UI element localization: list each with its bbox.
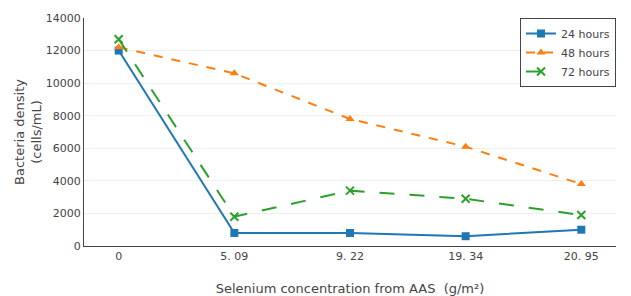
svg-text:14000: 14000 [46, 12, 81, 25]
svg-text:6000: 6000 [53, 142, 81, 155]
svg-text:Selenium concentration from AA: Selenium concentration from AAS (g/m²) [216, 281, 485, 296]
svg-text:0: 0 [115, 250, 122, 263]
svg-text:48 hours: 48 hours [561, 47, 610, 60]
svg-text:9. 22: 9. 22 [336, 250, 364, 263]
svg-text:12000: 12000 [46, 44, 81, 57]
svg-text:72 hours: 72 hours [561, 66, 610, 79]
svg-text:10000: 10000 [46, 77, 81, 90]
svg-text:Bacteria density(cells/mL): Bacteria density(cells/mL) [12, 79, 44, 185]
svg-text:2000: 2000 [53, 207, 81, 220]
svg-text:24 hours: 24 hours [561, 28, 610, 41]
svg-text:4000: 4000 [53, 175, 81, 188]
svg-text:20. 95: 20. 95 [564, 250, 599, 263]
svg-text:0: 0 [74, 240, 81, 253]
svg-text:19. 34: 19. 34 [448, 250, 483, 263]
svg-text:8000: 8000 [53, 110, 81, 123]
svg-text:5. 09: 5. 09 [220, 250, 248, 263]
